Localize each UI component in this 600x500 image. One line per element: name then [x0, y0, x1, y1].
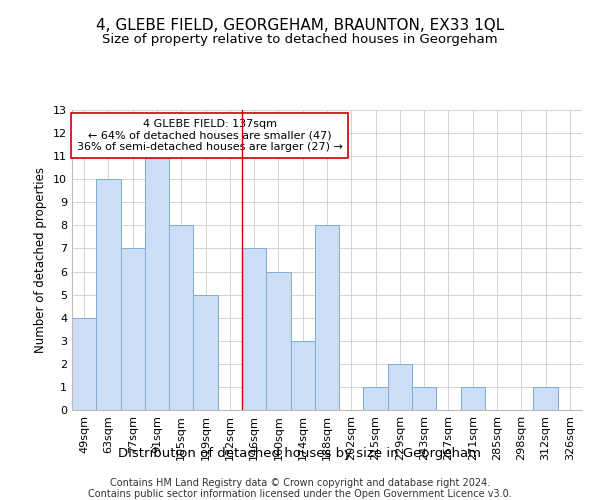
Bar: [266, 272, 290, 410]
Bar: [412, 387, 436, 410]
Bar: [72, 318, 96, 410]
Bar: [461, 387, 485, 410]
Bar: [169, 226, 193, 410]
Bar: [315, 226, 339, 410]
Text: Size of property relative to detached houses in Georgeham: Size of property relative to detached ho…: [102, 32, 498, 46]
Bar: [121, 248, 145, 410]
Bar: [193, 294, 218, 410]
Y-axis label: Number of detached properties: Number of detached properties: [34, 167, 47, 353]
Bar: [242, 248, 266, 410]
Bar: [145, 156, 169, 410]
Bar: [96, 179, 121, 410]
Text: 4 GLEBE FIELD: 137sqm
← 64% of detached houses are smaller (47)
36% of semi-deta: 4 GLEBE FIELD: 137sqm ← 64% of detached …: [77, 119, 343, 152]
Bar: [388, 364, 412, 410]
Text: 4, GLEBE FIELD, GEORGEHAM, BRAUNTON, EX33 1QL: 4, GLEBE FIELD, GEORGEHAM, BRAUNTON, EX3…: [96, 18, 504, 32]
Bar: [290, 341, 315, 410]
Bar: [364, 387, 388, 410]
Bar: [533, 387, 558, 410]
Text: Contains public sector information licensed under the Open Government Licence v3: Contains public sector information licen…: [88, 489, 512, 499]
Text: Contains HM Land Registry data © Crown copyright and database right 2024.: Contains HM Land Registry data © Crown c…: [110, 478, 490, 488]
Text: Distribution of detached houses by size in Georgeham: Distribution of detached houses by size …: [119, 448, 482, 460]
